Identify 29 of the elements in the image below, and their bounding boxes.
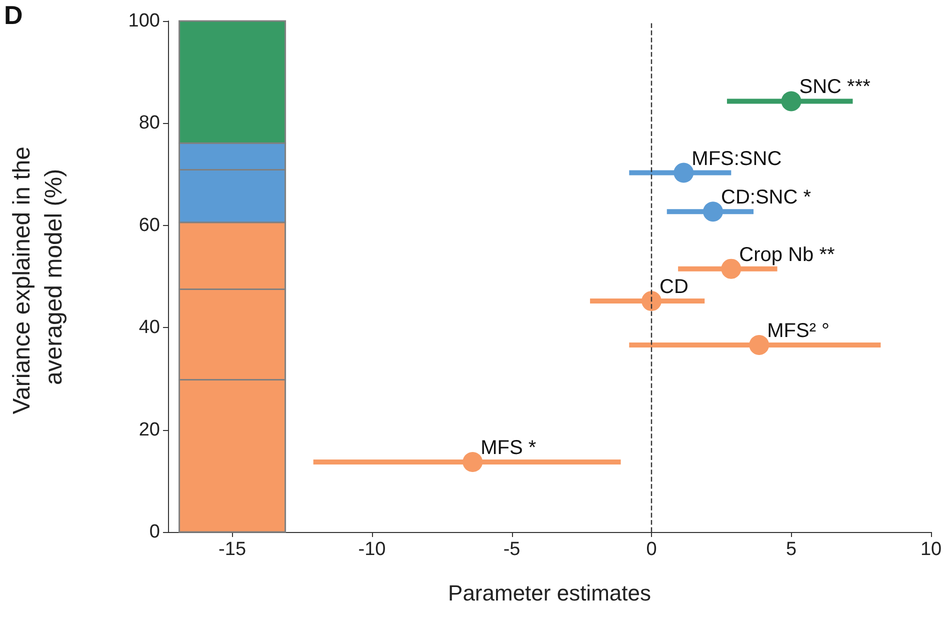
- y-tick-label: 80: [138, 112, 160, 134]
- text: D: [4, 0, 23, 30]
- annotation: SNC ***: [799, 76, 871, 98]
- x-tick-label: -5: [503, 539, 520, 560]
- annotation: MFS *: [480, 436, 536, 459]
- y-tick-label: 20: [138, 419, 160, 440]
- x-tick-label: 5: [786, 539, 797, 560]
- x-tick-label: -15: [218, 539, 246, 560]
- x-axis-title: Parameter estimates: [448, 580, 651, 606]
- x-tick-label: 10: [920, 539, 942, 560]
- annotation: CD:SNC *: [721, 186, 812, 209]
- point: [703, 202, 723, 222]
- y-tick-label: 40: [138, 317, 160, 338]
- point: [721, 258, 742, 279]
- annotation: MFS:SNC: [692, 148, 782, 170]
- x-tick-label: -10: [358, 539, 386, 560]
- y-tick-label: 100: [128, 10, 160, 32]
- annotation: CD: [660, 276, 688, 298]
- point: [642, 291, 662, 312]
- point: [462, 452, 483, 472]
- annotation: MFS² °: [767, 320, 830, 342]
- y-tick-label: 0: [149, 522, 160, 542]
- point: [749, 334, 770, 355]
- point: [674, 162, 694, 183]
- y-tick-label: 60: [138, 214, 160, 236]
- point: [781, 91, 802, 112]
- annotation: Crop Nb **: [739, 244, 835, 266]
- x-tick-label: 0: [646, 539, 657, 560]
- y-axis-title: Variance explained in the averaged model (%): [8, 140, 68, 414]
